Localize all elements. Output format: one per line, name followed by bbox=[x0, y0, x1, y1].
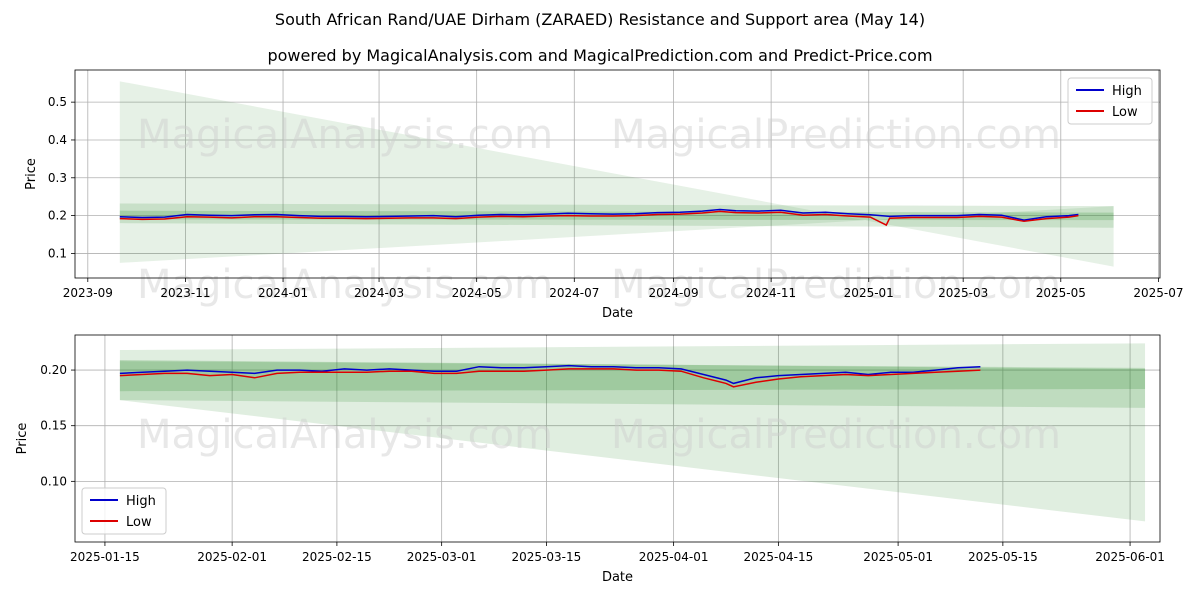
watermark-text: MagicalAnalysis.com bbox=[137, 262, 553, 308]
x-tick-label: 2025-04-15 bbox=[744, 550, 814, 564]
x-tick-label: 2025-01-15 bbox=[70, 550, 140, 564]
y-tick-label: 0.15 bbox=[40, 419, 67, 433]
series-line-high bbox=[119, 364, 981, 385]
y-tick-label: 0.4 bbox=[48, 133, 67, 147]
watermark-text: MagicalPrediction.com bbox=[611, 412, 1061, 458]
chart-title: South African Rand/UAE Dirham (ZARAED) R… bbox=[274, 10, 926, 29]
resistance-support-band bbox=[119, 81, 1114, 267]
plot-frame bbox=[74, 69, 1161, 279]
x-tick-label: 2025-02-01 bbox=[197, 550, 267, 564]
x-tick-label: 2025-02-15 bbox=[302, 550, 372, 564]
legend: High Low bbox=[81, 487, 167, 535]
x-tick-label: 2025-05-01 bbox=[863, 550, 933, 564]
watermark-text: MagicalAnalysis.com bbox=[137, 112, 553, 158]
x-tick-label: 2025-03 bbox=[938, 286, 988, 300]
y-tick-label: 0.10 bbox=[40, 474, 67, 488]
x-tick-label: 2023-09 bbox=[63, 286, 113, 300]
x-tick-label: 2024-07 bbox=[549, 286, 599, 300]
x-tick-label: 2025-05-15 bbox=[968, 550, 1038, 564]
x-axis-label: Date bbox=[602, 570, 633, 585]
x-tick-label: 2025-05 bbox=[1036, 286, 1086, 300]
x-tick-label: 2025-06-01 bbox=[1095, 550, 1165, 564]
series-line-low bbox=[119, 368, 981, 388]
x-tick-label: 2025-04-01 bbox=[639, 550, 709, 564]
plot-area bbox=[119, 81, 1114, 267]
plot-area bbox=[119, 343, 1146, 522]
chart-subtitle: powered by MagicalAnalysis.com and Magic… bbox=[267, 46, 933, 65]
chart-panel-1: MagicalAnalysis.com MagicalPrediction.com… bbox=[24, 69, 1183, 321]
x-tick-label: 2025-03-15 bbox=[512, 550, 582, 564]
x-tick-label: 2023-11 bbox=[160, 286, 210, 300]
y-tick-label: 0.1 bbox=[48, 246, 67, 260]
series-line-high bbox=[119, 208, 1079, 221]
legend-label-high: High bbox=[1112, 84, 1142, 99]
x-tick-label: 2024-01 bbox=[258, 286, 308, 300]
y-tick-label: 0.2 bbox=[48, 209, 67, 223]
watermark-text: MagicalAnalysis.com bbox=[137, 412, 553, 458]
watermark-text: MagicalPrediction.com bbox=[611, 262, 1061, 308]
x-tick-label: 2025-01 bbox=[844, 286, 894, 300]
y-axis-label: Price bbox=[24, 158, 39, 190]
legend: High Low bbox=[1067, 77, 1153, 125]
resistance-support-band bbox=[119, 360, 1146, 392]
y-tick-label: 0.3 bbox=[48, 171, 67, 185]
series-line-low bbox=[119, 210, 1079, 227]
x-axis-label: Date bbox=[602, 306, 633, 321]
resistance-support-band bbox=[119, 343, 1146, 522]
legend-label-low: Low bbox=[1112, 105, 1138, 120]
chart-panel-2: MagicalAnalysis.com MagicalPrediction.com… bbox=[15, 334, 1165, 585]
y-tick-label: 0.5 bbox=[48, 95, 67, 109]
legend-label-high: High bbox=[126, 494, 156, 509]
x-tick-label: 2024-09 bbox=[648, 286, 698, 300]
plot-frame bbox=[74, 334, 1161, 543]
x-tick-label: 2025-07 bbox=[1133, 286, 1183, 300]
x-tick-label: 2024-05 bbox=[452, 286, 502, 300]
x-tick-label: 2025-03-01 bbox=[407, 550, 477, 564]
legend-label-low: Low bbox=[126, 515, 152, 530]
watermark-text: MagicalPrediction.com bbox=[611, 112, 1061, 158]
y-tick-label: 0.20 bbox=[40, 363, 67, 377]
x-tick-label: 2024-11 bbox=[746, 286, 796, 300]
y-axis-label: Price bbox=[15, 423, 30, 455]
x-tick-label: 2024-03 bbox=[354, 286, 404, 300]
